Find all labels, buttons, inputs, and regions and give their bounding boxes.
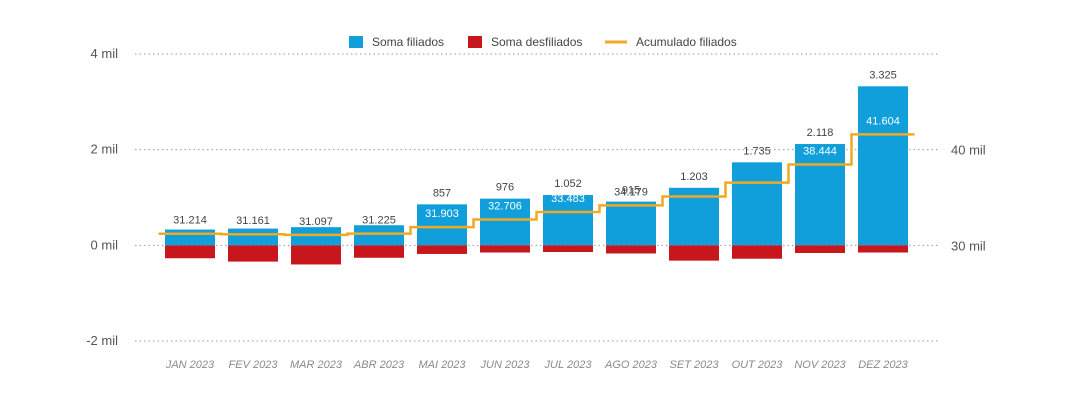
bar-soma-filiados xyxy=(543,195,593,246)
legend-swatch xyxy=(468,36,482,48)
y-left-tick-label: 2 mil xyxy=(91,142,119,157)
bar-soma-desfiliados xyxy=(228,245,278,262)
y-left-tick-label: 4 mil xyxy=(91,46,119,61)
legend-item: Soma filiados xyxy=(349,35,444,49)
y-right-tick-label: 30 mil xyxy=(951,238,986,253)
bar-soma-desfiliados xyxy=(480,245,530,253)
line-value-label: 34.179 xyxy=(614,186,648,198)
x-tick-label: MAR 2023 xyxy=(290,359,343,371)
line-value-label: 31.903 xyxy=(425,208,459,220)
bar-soma-desfiliados xyxy=(291,245,341,265)
bar-soma-desfiliados xyxy=(669,245,719,261)
line-value-label: 31.097 xyxy=(299,216,333,228)
x-tick-label: NOV 2023 xyxy=(794,359,846,371)
x-tick-label: OUT 2023 xyxy=(732,359,784,371)
bar-soma-desfiliados xyxy=(417,245,467,254)
bar-soma-filiados xyxy=(228,228,278,246)
line-value-label: 31.214 xyxy=(173,215,207,227)
bar-soma-filiados xyxy=(291,227,341,246)
bar-soma-filiados xyxy=(795,144,845,246)
legend-label: Soma filiados xyxy=(372,35,444,49)
bar-soma-desfiliados xyxy=(858,245,908,253)
cumulative-line xyxy=(158,133,915,237)
bar-soma-desfiliados xyxy=(795,245,845,253)
bar-value-label: 1.203 xyxy=(680,171,708,183)
line-value-label: 41.604 xyxy=(866,115,900,127)
bar-value-label: 976 xyxy=(496,182,514,194)
bar-soma-desfiliados xyxy=(543,245,593,253)
bar-value-label: 3.325 xyxy=(869,69,897,81)
bar-soma-filiados xyxy=(354,225,404,246)
line-value-label: 32.706 xyxy=(488,200,522,212)
bar-soma-filiados xyxy=(606,201,656,246)
legend-label: Soma desfiliados xyxy=(491,35,582,49)
x-tick-label: FEV 2023 xyxy=(229,359,279,371)
bar-value-label: 857 xyxy=(433,187,451,199)
bar-soma-desfiliados xyxy=(354,245,404,258)
bars xyxy=(165,86,908,265)
y-right-tick-label: 40 mil xyxy=(951,143,986,158)
bar-value-label: 915 xyxy=(622,185,640,197)
legend: Soma filiados Soma desfiliados Acumulado f… xyxy=(349,35,737,49)
x-tick-label: JAN 2023 xyxy=(165,359,215,371)
bar-value-label: 1.052 xyxy=(554,178,582,190)
data-labels: 857 976 1.052 915 1.203 1.735 2.118 3.325 31.214… xyxy=(173,69,900,228)
bar-soma-filiados xyxy=(732,162,782,246)
line-value-label: 31.225 xyxy=(362,215,396,227)
bar-value-label: 2.118 xyxy=(807,127,834,139)
x-tick-label: MAI 2023 xyxy=(418,359,466,371)
bar-soma-desfiliados xyxy=(732,245,782,259)
y-left-tick-label: 0 mil xyxy=(91,237,119,252)
bar-soma-filiados xyxy=(858,86,908,246)
x-tick-label: JUL 2023 xyxy=(544,359,593,371)
y-left-tick-label: -2 mil xyxy=(86,333,118,348)
bar-soma-filiados xyxy=(417,204,467,246)
legend-swatch xyxy=(605,40,627,44)
x-tick-label: AGO 2023 xyxy=(604,359,658,371)
bar-soma-filiados xyxy=(480,198,530,246)
line-value-label: 31.161 xyxy=(236,215,270,227)
x-tick-label: JUN 2023 xyxy=(480,359,531,371)
line-acumulado-filiados xyxy=(158,133,915,237)
line-value-label: 33.483 xyxy=(551,193,585,205)
bar-soma-filiados xyxy=(165,229,215,246)
x-tick-label: SET 2023 xyxy=(670,359,720,371)
legend-label: Acumulado filiados xyxy=(636,35,737,49)
axes: 4 mil 2 mil 0 mil -2 mil 40 mil 30 mil JAN 202… xyxy=(86,46,986,371)
bar-soma-desfiliados xyxy=(606,245,656,254)
line-value-label: 38.444 xyxy=(803,146,837,158)
legend-item: Soma desfiliados xyxy=(468,35,582,49)
x-tick-label: DEZ 2023 xyxy=(858,359,908,371)
legend-swatch xyxy=(349,36,363,48)
bar-value-label: 1.735 xyxy=(743,145,771,157)
x-tick-label: ABR 2023 xyxy=(353,359,405,371)
legend-item: Acumulado filiados xyxy=(605,35,737,49)
bar-soma-desfiliados xyxy=(165,245,215,259)
